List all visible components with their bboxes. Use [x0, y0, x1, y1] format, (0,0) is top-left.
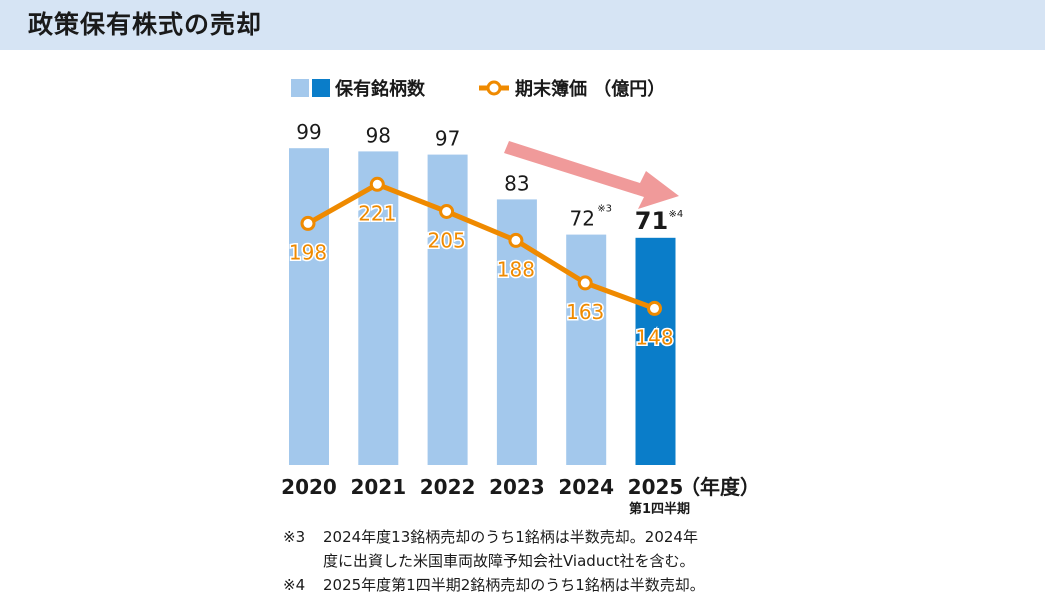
- trend-arrow: [504, 141, 679, 209]
- line-value-label-2025: 148: [635, 325, 673, 349]
- bar-2020: [289, 148, 329, 465]
- x-tick-label-2021: 2021: [350, 475, 406, 499]
- bar-2021: [358, 151, 399, 465]
- line-layer: [300, 176, 662, 316]
- legend-swatch-marker: [486, 80, 502, 96]
- x-tick-label-2025: 2025: [628, 475, 684, 499]
- labels-layer: 99 98 97 83 72 ※3 71 ※4 198 221 205 188 163 148: [287, 120, 684, 351]
- line-point-2025: [647, 300, 662, 316]
- x-tick-label-2023: 2023: [489, 475, 545, 499]
- bar-value-label-2023: 83: [504, 171, 529, 195]
- legend-label-line: 期末簿価 （億円）: [515, 78, 665, 100]
- page-title: 政策保有株式の売却: [28, 10, 263, 39]
- footnote-line: 度に出資した米国車両故障予知会社Viaduct社を含む。: [323, 552, 695, 570]
- bar-value-label-2022: 97: [435, 127, 460, 151]
- bar-value-label-2025: 71: [635, 207, 668, 235]
- footnotes: ※3 2024年度13銘柄売却のうち1銘柄は半数売却。2024年 度に出資した米…: [283, 525, 705, 597]
- x-axis: 2020 2021 2022 2023 2024 2025 第1四半期 （年度）: [281, 475, 760, 517]
- legend-label-bars: 保有銘柄数: [334, 78, 426, 100]
- footnote-line: 2025年度第1四半期2銘柄売却のうち1銘柄は半数売却。: [323, 576, 705, 594]
- bar-2024: [566, 234, 607, 465]
- footnote-mark: ※3: [283, 528, 306, 546]
- bar-note-mark-2024: ※3: [597, 204, 612, 215]
- x-axis-unit-label: （年度）: [680, 475, 760, 499]
- legend-swatch-dark-bar: [312, 79, 330, 97]
- x-tick-sublabel-2025: 第1四半期: [629, 501, 690, 517]
- bar-2022: [427, 154, 468, 465]
- bars-layer: [289, 148, 676, 465]
- line-point-2021: [369, 176, 385, 192]
- footnote-body: 2024年度13銘柄売却のうち1銘柄は半数売却。2024年 度に出資した米国車両…: [323, 525, 698, 573]
- legend-swatch-light-bar: [291, 79, 309, 97]
- title-banner: 政策保有株式の売却: [0, 0, 1045, 50]
- line-value-label-2024: 163: [566, 300, 604, 324]
- bar-value-label-2024: 72: [569, 207, 594, 231]
- bar-value-label-2020: 99: [296, 120, 321, 144]
- footnote-4: ※4 2025年度第1四半期2銘柄売却のうち1銘柄は半数売却。: [283, 573, 705, 597]
- line-point-2024: [577, 275, 593, 291]
- line-point-2020: [300, 215, 316, 231]
- bar-note-mark-2025: ※4: [669, 209, 684, 220]
- footnote-mark: ※4: [283, 576, 306, 594]
- footnote-3: ※3 2024年度13銘柄売却のうち1銘柄は半数売却。2024年 度に出資した米…: [283, 525, 705, 573]
- line-value-label-2020: 198: [289, 240, 327, 264]
- line-point-2022: [439, 204, 455, 219]
- x-tick-label-2022: 2022: [420, 475, 476, 499]
- line-value-label-2022: 205: [428, 229, 466, 253]
- line-value-label-2023: 188: [497, 257, 535, 281]
- chart-legend: 保有銘柄数 期末簿価 （億円）: [291, 78, 665, 100]
- x-tick-label-2020: 2020: [281, 475, 337, 499]
- x-tick-label-2024: 2024: [558, 475, 614, 499]
- bar-line-chart: 保有銘柄数 期末簿価 （億円） 99 98 97 83 72 ※3 71 ※4 198 221 20…: [281, 78, 760, 517]
- footnote-body: 2025年度第1四半期2銘柄売却のうち1銘柄は半数売却。: [323, 573, 705, 597]
- footnote-line: 2024年度13銘柄売却のうち1銘柄は半数売却。2024年: [323, 528, 698, 546]
- bar-2025: [635, 237, 676, 465]
- line-value-label-2021: 221: [358, 201, 396, 225]
- bar-value-label-2021: 98: [366, 123, 391, 147]
- line-point-2023: [508, 232, 524, 248]
- line-series-book-value: [306, 181, 656, 311]
